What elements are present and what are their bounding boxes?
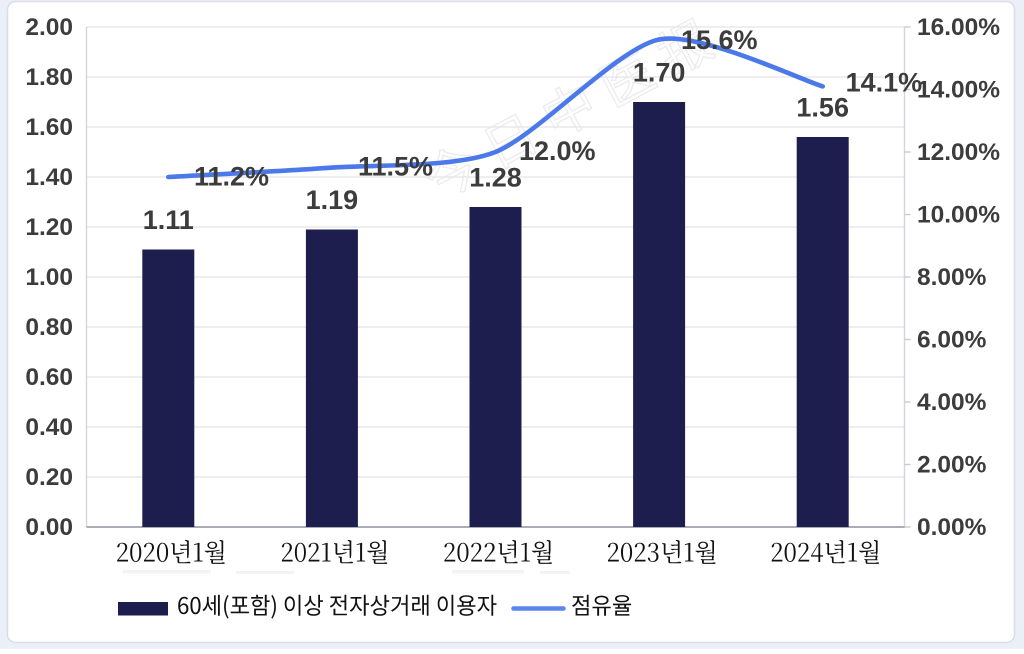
svg-text:1.00: 1.00	[25, 264, 73, 291]
svg-text:10.00%: 10.00%	[917, 202, 1000, 229]
svg-text:6.00%: 6.00%	[917, 327, 987, 354]
svg-text:14.1%: 14.1%	[846, 68, 923, 98]
svg-text:1.11: 1.11	[143, 205, 194, 235]
svg-text:8.00%: 8.00%	[917, 264, 987, 291]
svg-text:1.70: 1.70	[633, 58, 686, 88]
svg-text:1.80: 1.80	[25, 64, 73, 91]
svg-text:2.00%: 2.00%	[917, 452, 987, 479]
svg-text:0.00%: 0.00%	[917, 514, 987, 541]
svg-text:0.20: 0.20	[25, 464, 73, 491]
svg-text:0.80: 0.80	[25, 314, 73, 341]
svg-text:1.28: 1.28	[469, 163, 522, 193]
svg-text:11.5%: 11.5%	[358, 152, 433, 182]
svg-text:12.00%: 12.00%	[917, 139, 1000, 166]
svg-text:1.56: 1.56	[796, 93, 849, 123]
svg-text:2.00: 2.00	[25, 14, 73, 41]
svg-text:4.00%: 4.00%	[917, 389, 987, 416]
svg-text:0.40: 0.40	[25, 414, 73, 441]
svg-text:14.00%: 14.00%	[917, 77, 1000, 104]
svg-text:11.2%: 11.2%	[194, 162, 269, 192]
svg-text:16.00%: 16.00%	[917, 14, 1000, 41]
svg-text:15.6%: 15.6%	[681, 25, 758, 55]
svg-text:1.19: 1.19	[306, 185, 359, 215]
svg-text:0.00: 0.00	[25, 514, 73, 541]
svg-text:1.60: 1.60	[25, 114, 73, 141]
svg-text:1.40: 1.40	[25, 164, 73, 191]
svg-text:0.60: 0.60	[25, 364, 73, 391]
svg-text:1.20: 1.20	[25, 214, 73, 241]
svg-text:12.0%: 12.0%	[519, 136, 596, 166]
